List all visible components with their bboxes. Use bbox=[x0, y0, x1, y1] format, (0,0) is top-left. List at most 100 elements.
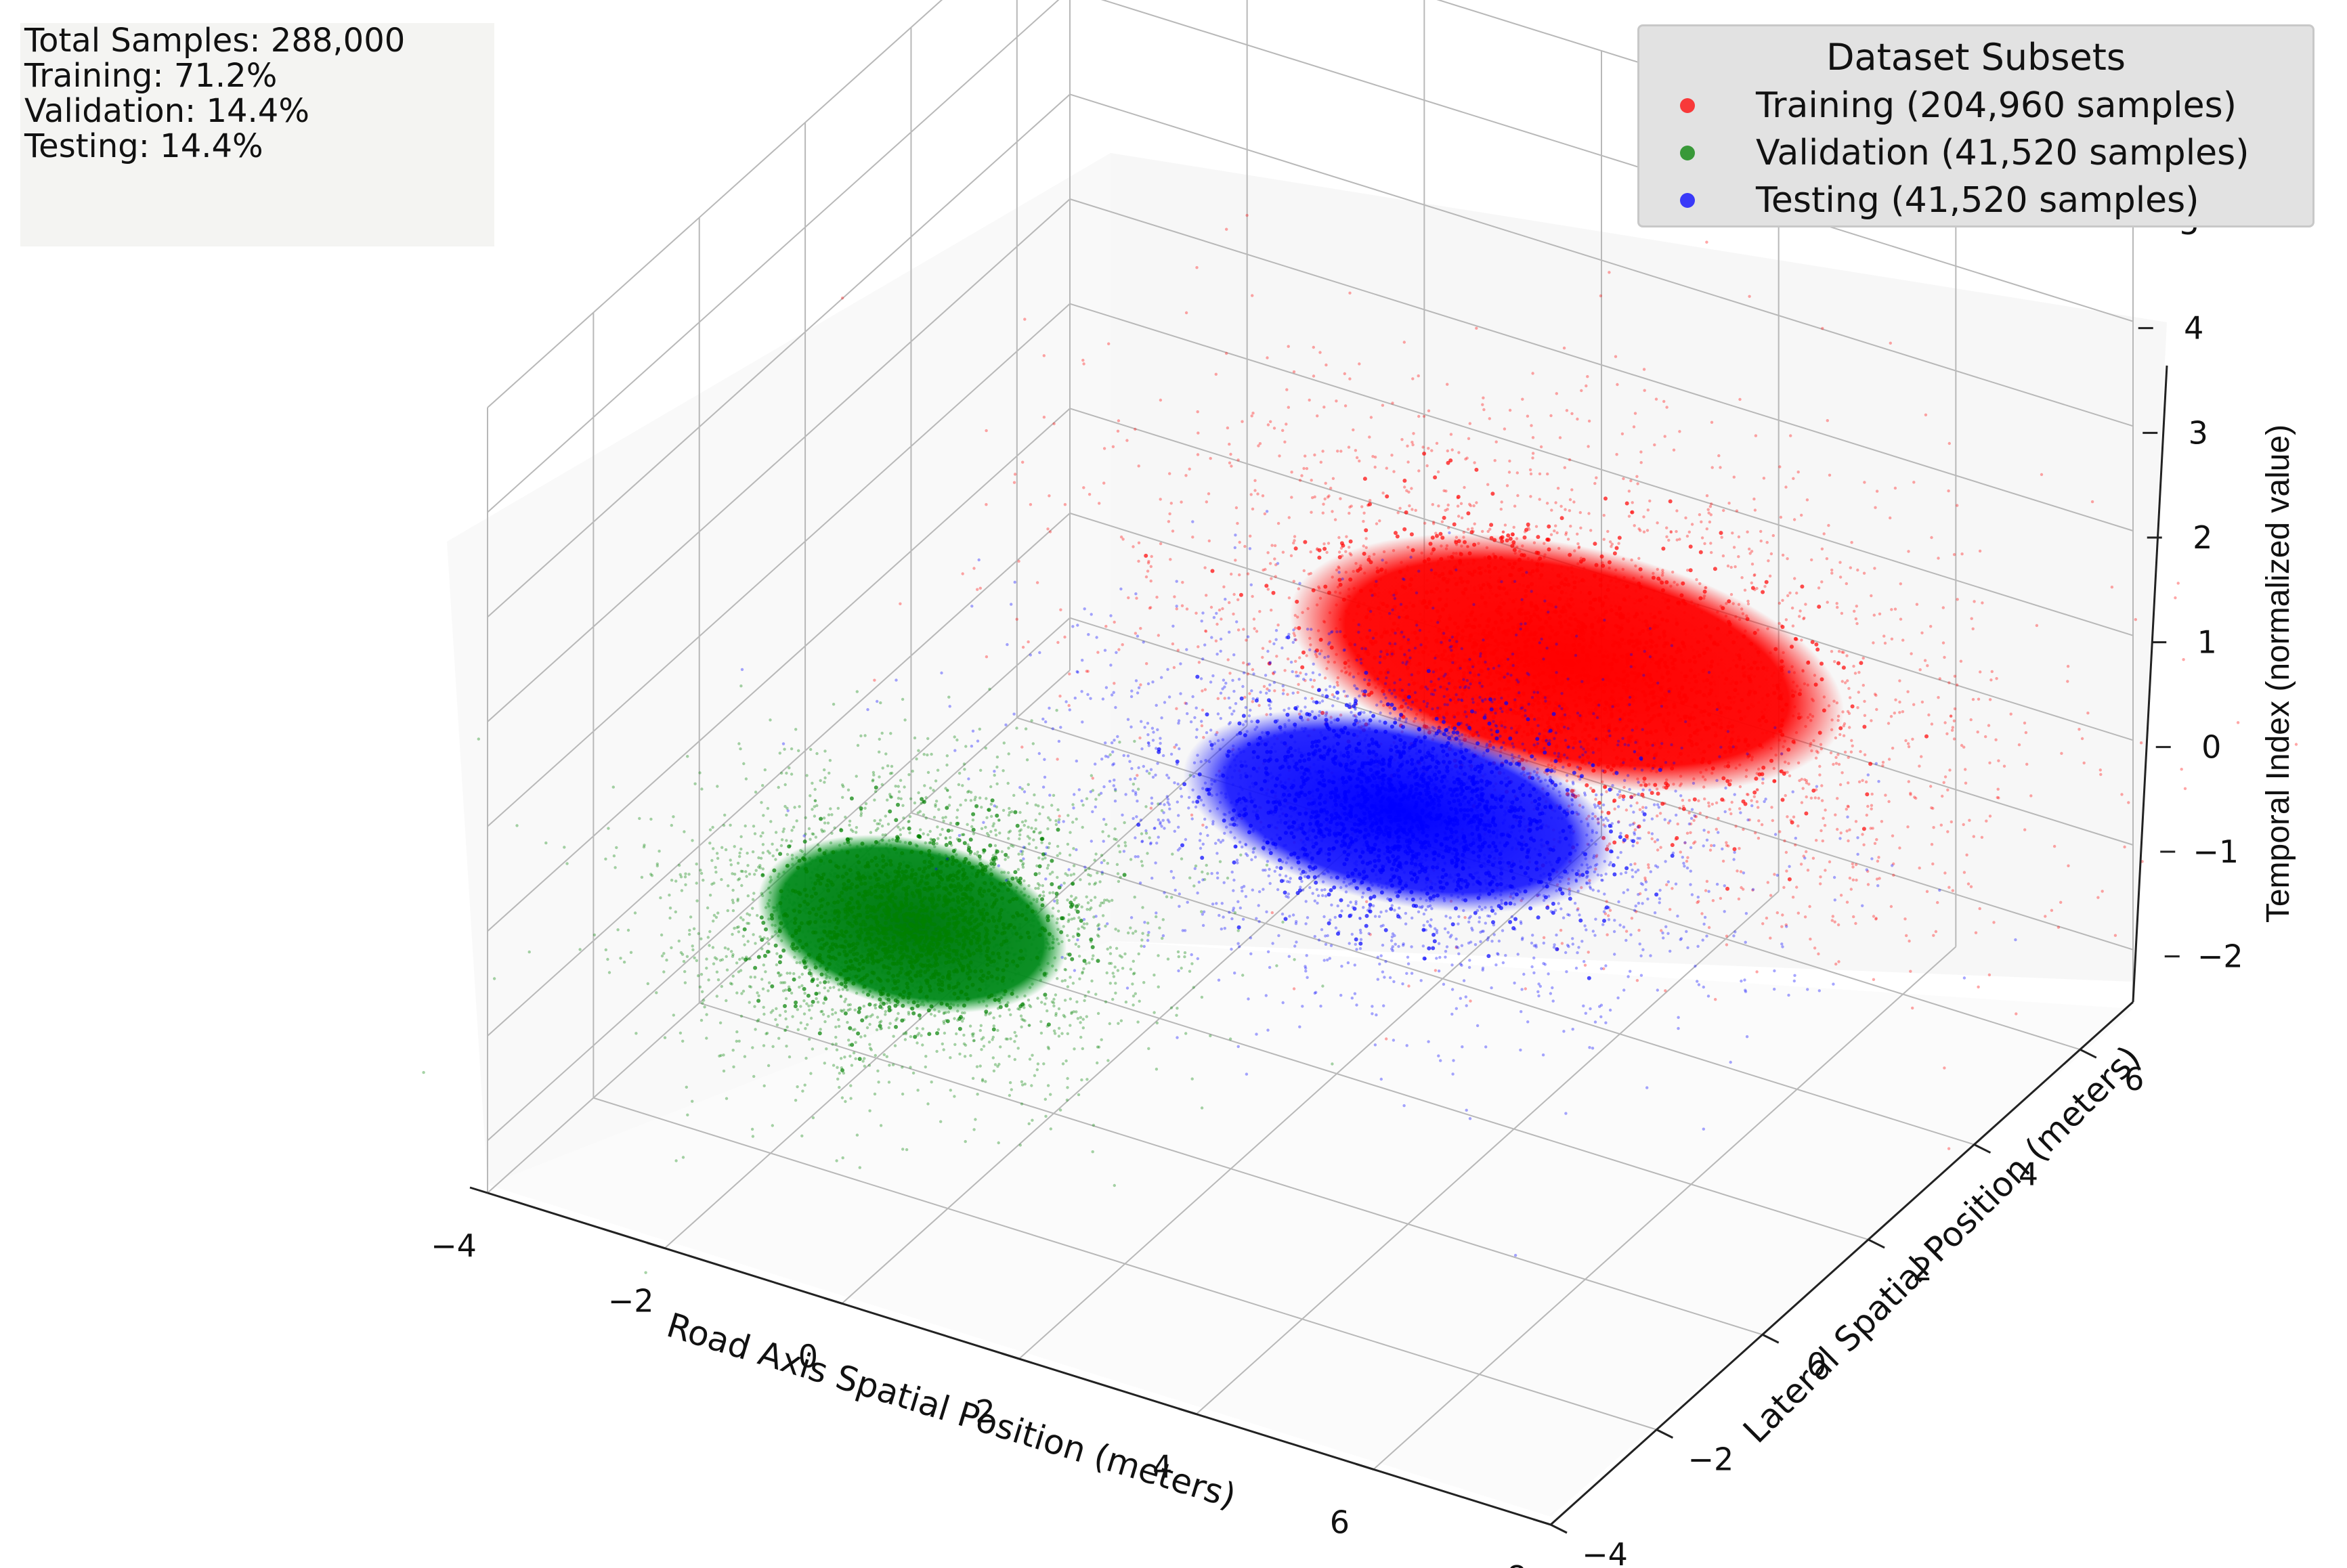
data-point bbox=[1027, 1024, 1031, 1027]
data-point bbox=[970, 909, 974, 914]
data-point bbox=[859, 814, 863, 817]
data-point bbox=[899, 828, 902, 831]
data-point bbox=[871, 779, 875, 783]
data-point bbox=[840, 890, 844, 895]
data-point bbox=[787, 844, 792, 849]
data-point bbox=[987, 956, 991, 961]
data-point bbox=[844, 1099, 847, 1104]
data-point bbox=[1081, 1047, 1085, 1051]
data-point bbox=[1703, 542, 1706, 546]
data-point bbox=[834, 925, 838, 930]
data-point bbox=[1180, 857, 1184, 861]
data-point bbox=[1920, 700, 1924, 704]
data-point bbox=[1140, 832, 1144, 835]
data-point bbox=[981, 974, 986, 978]
data-point bbox=[1849, 888, 1853, 891]
data-point bbox=[1226, 658, 1230, 661]
data-point bbox=[1088, 882, 1092, 886]
data-point bbox=[985, 797, 988, 800]
data-point bbox=[905, 981, 909, 986]
data-point bbox=[926, 967, 930, 972]
data-point bbox=[1707, 804, 1711, 808]
data-point bbox=[1257, 703, 1261, 707]
data-point bbox=[946, 944, 951, 949]
data-point bbox=[763, 768, 767, 772]
data-point bbox=[679, 1031, 683, 1035]
data-point bbox=[1035, 846, 1038, 850]
data-point bbox=[725, 1097, 729, 1100]
data-point bbox=[683, 981, 687, 984]
data-point bbox=[945, 763, 949, 767]
data-point bbox=[1466, 527, 1470, 531]
data-point bbox=[966, 823, 969, 827]
data-point bbox=[779, 844, 783, 848]
data-point bbox=[739, 847, 743, 851]
data-point bbox=[827, 813, 831, 816]
data-point bbox=[757, 1018, 760, 1022]
data-point bbox=[967, 861, 972, 866]
data-point bbox=[742, 762, 746, 766]
data-point bbox=[813, 965, 818, 970]
data-point bbox=[1719, 466, 1722, 469]
data-point bbox=[915, 954, 920, 959]
data-point bbox=[905, 864, 909, 869]
data-point bbox=[1127, 931, 1130, 935]
data-point bbox=[992, 919, 996, 923]
data-point bbox=[894, 818, 899, 823]
data-point bbox=[922, 832, 925, 835]
data-point bbox=[826, 989, 830, 993]
data-point bbox=[1446, 508, 1449, 511]
data-point bbox=[856, 871, 861, 875]
data-point bbox=[1587, 512, 1591, 515]
data-point bbox=[1066, 873, 1069, 877]
data-point bbox=[843, 1011, 848, 1016]
data-point bbox=[873, 889, 878, 894]
data-point bbox=[936, 1028, 941, 1031]
data-point bbox=[869, 924, 874, 929]
data-point bbox=[862, 1005, 866, 1008]
data-point bbox=[1048, 494, 1051, 498]
data-point bbox=[962, 833, 966, 837]
data-point bbox=[769, 820, 773, 823]
data-point bbox=[918, 973, 923, 978]
data-point bbox=[1165, 895, 1169, 898]
data-point bbox=[638, 816, 641, 821]
data-point bbox=[1054, 823, 1058, 827]
data-point bbox=[662, 970, 666, 974]
data-point bbox=[983, 926, 988, 931]
data-point bbox=[1053, 1032, 1057, 1035]
data-point bbox=[735, 925, 739, 930]
data-point bbox=[802, 959, 806, 963]
data-point bbox=[886, 798, 889, 802]
data-point bbox=[890, 961, 895, 966]
data-point bbox=[615, 846, 618, 850]
data-point bbox=[718, 1021, 723, 1025]
data-point bbox=[891, 986, 896, 991]
data-point bbox=[705, 957, 708, 961]
data-point bbox=[923, 963, 928, 967]
data-point bbox=[1292, 580, 1296, 583]
data-point bbox=[1051, 891, 1055, 894]
data-point bbox=[1293, 958, 1296, 961]
data-point bbox=[909, 1035, 913, 1039]
data-point bbox=[882, 885, 886, 890]
data-point bbox=[1555, 531, 1559, 535]
data-point bbox=[1725, 943, 1729, 946]
data-point bbox=[1883, 641, 1887, 645]
data-point bbox=[850, 882, 855, 887]
data-point bbox=[962, 1017, 966, 1020]
data-point bbox=[1019, 828, 1023, 831]
data-point bbox=[836, 874, 840, 879]
data-point bbox=[853, 1028, 857, 1031]
data-point bbox=[907, 841, 912, 846]
data-point bbox=[811, 1116, 815, 1120]
data-point bbox=[922, 753, 926, 756]
data-point bbox=[1857, 691, 1860, 694]
data-point bbox=[655, 991, 658, 995]
data-point bbox=[1076, 1017, 1080, 1020]
data-point bbox=[1010, 876, 1015, 881]
data-point bbox=[737, 925, 740, 929]
data-point bbox=[809, 894, 814, 899]
data-point bbox=[1071, 821, 1075, 824]
data-point bbox=[916, 811, 920, 814]
